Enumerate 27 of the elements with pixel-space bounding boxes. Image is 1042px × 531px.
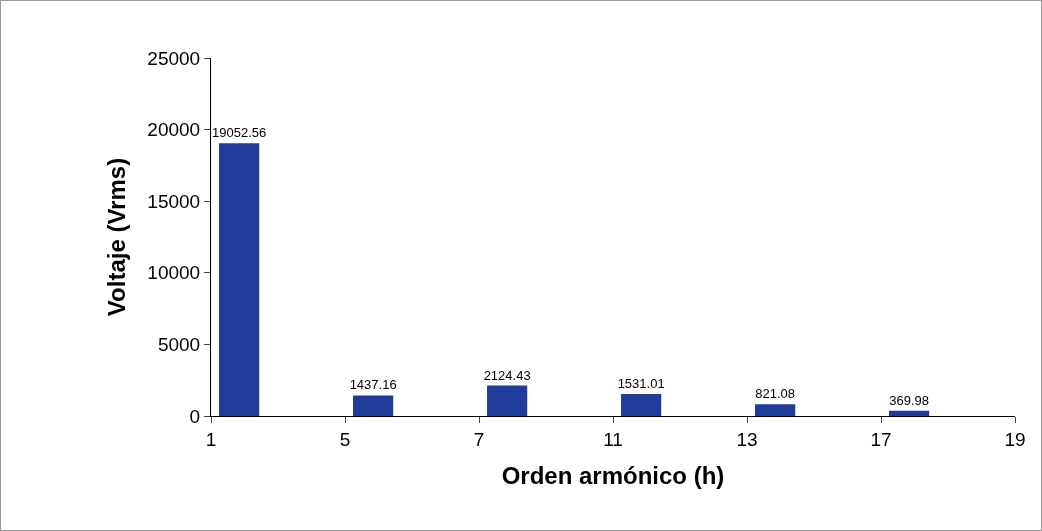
y-tick-label: 25000 (147, 47, 201, 69)
bar (219, 143, 260, 416)
y-tick-label: 5000 (157, 334, 201, 356)
data-label: 821.08 (755, 386, 796, 402)
x-tick-label: 1 (205, 428, 217, 450)
data-label: 19052.56 (212, 125, 267, 141)
y-tick-label: 20000 (147, 119, 201, 141)
data-label: 2124.43 (483, 367, 531, 383)
bar (353, 395, 394, 416)
x-tick-label: 17 (870, 428, 892, 450)
data-label: 1531.01 (617, 376, 665, 392)
y-tick-label: 0 (189, 405, 201, 427)
bar (889, 410, 930, 416)
x-tick-label: 19 (1004, 428, 1026, 450)
x-axis-title: Orden armónico (h) (501, 462, 725, 490)
y-tick-label: 15000 (147, 190, 201, 212)
x-tick-label: 7 (473, 428, 485, 450)
bar (487, 385, 528, 416)
x-tick-label: 13 (736, 428, 758, 450)
data-label: 369.98 (889, 392, 930, 408)
y-axis-title: Voltaje (Vrms) (103, 157, 131, 317)
y-tick-label: 10000 (147, 262, 201, 284)
bar (621, 394, 662, 416)
bar (755, 404, 796, 416)
data-label: 1437.16 (349, 377, 397, 393)
x-tick-label: 11 (603, 428, 623, 450)
x-tick-label: 5 (339, 428, 351, 450)
